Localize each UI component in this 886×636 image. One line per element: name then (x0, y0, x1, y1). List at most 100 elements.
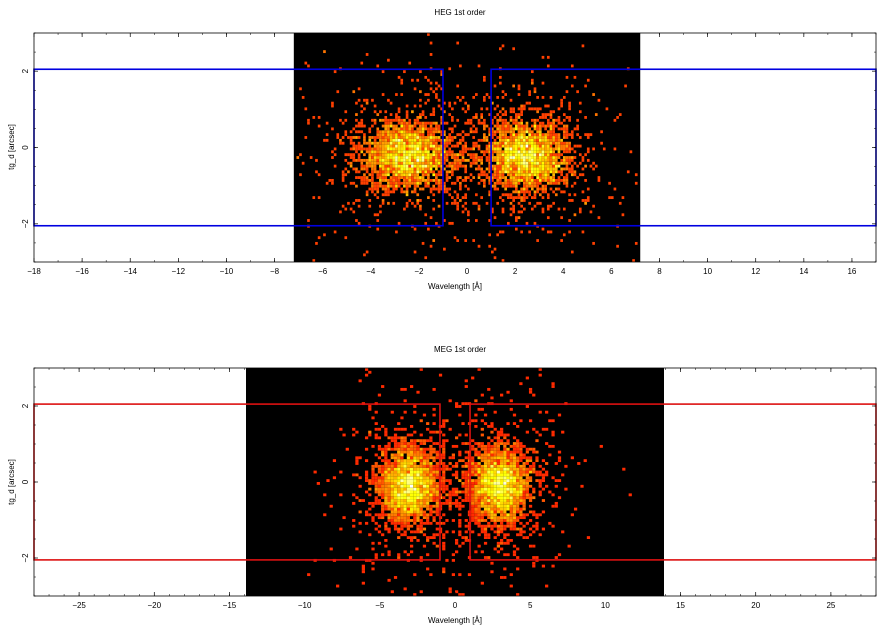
heg-heatmap-cell (517, 193, 521, 197)
heg-heatmap-cell (592, 167, 595, 171)
meg-heatmap-cell (339, 493, 343, 497)
meg-heatmap-cell (493, 410, 497, 414)
heg-heatmap-cell (411, 150, 414, 154)
meg-heatmap-cell (480, 407, 484, 411)
heg-heatmap-cell (538, 121, 542, 125)
heg-heatmap-cell (520, 210, 523, 214)
heg-heatmap-cell (456, 84, 460, 88)
meg-heatmap-cell (525, 470, 529, 474)
heg-heatmap-cell (416, 141, 420, 145)
heg-heatmap-cell (499, 173, 502, 177)
heg-heatmap-cell (522, 176, 526, 179)
heg-heatmap-cell (381, 147, 385, 151)
heg-heatmap-cell (552, 121, 555, 125)
heg-heatmap-cell (408, 167, 412, 171)
heg-heatmap-cell (512, 164, 515, 168)
meg-heatmap-cell (400, 416, 404, 420)
heg-heatmap-cell (544, 176, 547, 179)
heg-heatmap-cell (376, 196, 380, 200)
heg-heatmap-cell (496, 158, 499, 162)
meg-x-tick-label: −10 (298, 601, 312, 610)
meg-heatmap-cell (490, 527, 494, 531)
heg-heatmap-cell (376, 161, 380, 165)
meg-heatmap-cell (419, 496, 423, 500)
meg-heatmap-cell (445, 439, 449, 443)
heg-heatmap-cell (528, 147, 531, 151)
heg-heatmap-cell (554, 133, 558, 137)
meg-heatmap-cell (387, 496, 391, 500)
heg-heatmap-cell (389, 190, 393, 194)
meg-heatmap-cell (435, 473, 439, 477)
meg-heatmap-cell (442, 456, 446, 460)
heg-heatmap-cell (499, 130, 502, 134)
heg-heatmap-cell (520, 121, 523, 125)
meg-heatmap-cell (416, 476, 420, 480)
heg-heatmap-cell (413, 153, 417, 157)
meg-heatmap-cell (419, 476, 423, 480)
meg-heatmap-cell (538, 473, 542, 477)
heg-heatmap-cell (568, 167, 571, 171)
meg-heatmap-cell (483, 467, 488, 471)
meg-heatmap-cell (371, 470, 375, 474)
heg-heatmap-cell (499, 127, 502, 131)
meg-heatmap-cell (535, 513, 539, 517)
meg-y-axis: −202 (21, 367, 876, 597)
heg-heatmap-cell (397, 116, 401, 119)
heg-heatmap-cell (475, 93, 478, 96)
meg-heatmap-cell (528, 459, 533, 463)
heg-heatmap-cell (381, 118, 385, 122)
heg-heatmap-cell (421, 164, 425, 168)
meg-heatmap-cell (477, 501, 481, 505)
heg-heatmap-cell (387, 136, 390, 139)
heg-y-tick-label: −2 (21, 219, 30, 229)
meg-heatmap-cell (442, 501, 446, 505)
meg-heatmap-cell (393, 490, 398, 494)
heg-heatmap-cell (432, 107, 436, 111)
meg-heatmap-cell (487, 482, 491, 485)
meg-heatmap-cell (445, 493, 449, 497)
meg-heatmap-cell (483, 536, 488, 539)
heg-heatmap-cell (517, 201, 521, 205)
heg-heatmap-cell (400, 138, 404, 142)
heg-heatmap-cell (544, 144, 547, 148)
heg-heatmap-cell (509, 110, 513, 114)
meg-heatmap-cell (522, 499, 526, 502)
heg-heatmap-cell (477, 156, 481, 159)
heg-heatmap-cell (379, 164, 382, 168)
heg-heatmap-cell (475, 219, 478, 222)
heg-heatmap-cell (538, 181, 542, 185)
heg-heatmap-cell (467, 210, 470, 214)
heg-heatmap-cell (475, 113, 478, 117)
heg-heatmap-cell (525, 176, 529, 179)
heg-heatmap-cell (371, 167, 374, 171)
heg-heatmap-cell (525, 150, 529, 154)
heg-heatmap-cell (448, 141, 452, 145)
heg-heatmap-cell (397, 184, 401, 188)
heg-heatmap-cell (576, 144, 579, 148)
meg-heatmap-cell (480, 467, 484, 471)
heg-heatmap-cell (392, 173, 396, 177)
heg-heatmap-cell (538, 178, 542, 182)
meg-heatmap-cell (480, 419, 484, 423)
heg-heatmap-cell (624, 84, 627, 88)
heg-heatmap-cell (464, 150, 468, 154)
meg-heatmap-cell (506, 501, 510, 505)
meg-heatmap-cell (374, 476, 378, 480)
heg-heatmap-cell (373, 121, 377, 125)
heg-heatmap-cell (392, 138, 396, 142)
meg-heatmap-cell (487, 462, 491, 465)
heg-heatmap-cell (357, 176, 361, 179)
heg-heatmap-cell (491, 207, 494, 211)
meg-heatmap-cell (506, 521, 510, 525)
meg-heatmap-cell (393, 576, 398, 579)
meg-heatmap-cell (435, 490, 439, 494)
heg-heatmap-cell (472, 95, 476, 99)
heg-heatmap-cell (419, 70, 422, 74)
heg-heatmap-cell (357, 204, 361, 208)
heg-heatmap-cell (395, 127, 398, 131)
meg-heatmap-cell (464, 487, 468, 491)
heg-heatmap-cell (408, 121, 412, 125)
heg-heatmap-cell (538, 136, 542, 139)
meg-heatmap-cell (483, 507, 488, 511)
heg-heatmap-cell (440, 173, 444, 177)
